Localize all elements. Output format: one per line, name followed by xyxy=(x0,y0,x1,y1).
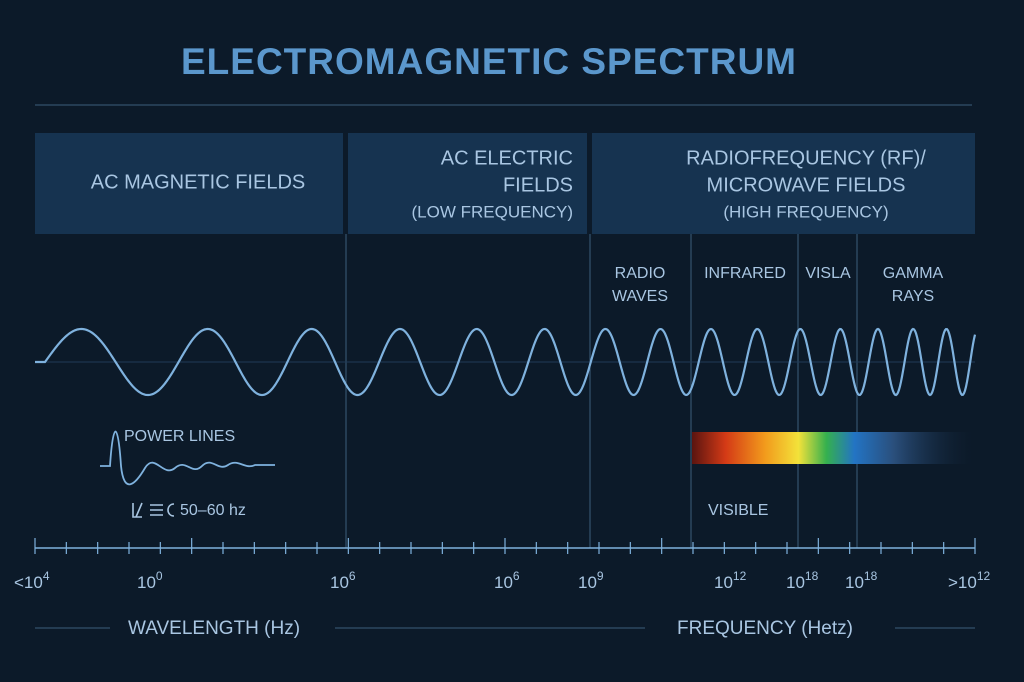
section-title: AC MAGNETIC FIELDS xyxy=(91,171,305,193)
axis-tick-label: 1018 xyxy=(845,569,878,592)
axis-tick-label: 106 xyxy=(330,569,356,592)
icon-stroke xyxy=(150,503,175,517)
axis-tick-label: 106 xyxy=(494,569,520,592)
band-label: VISLA xyxy=(805,265,851,282)
section-box xyxy=(35,133,343,234)
section-title: AC ELECTRIC xyxy=(441,147,573,169)
tick-exp: 0 xyxy=(156,569,163,583)
tick-exp: 12 xyxy=(977,569,991,583)
tick-exp: 18 xyxy=(805,569,819,583)
tick-exp: 12 xyxy=(733,569,747,583)
tick-base: 10 xyxy=(137,573,156,592)
tick-exp: 4 xyxy=(43,569,50,583)
icon-stroke xyxy=(132,502,143,518)
section-title: RADIOFREQUENCY (RF)/ xyxy=(686,147,926,169)
em-wave xyxy=(35,327,977,397)
visible-spectrum xyxy=(692,432,972,464)
tick-exp: 6 xyxy=(349,569,356,583)
band-label: RADIO xyxy=(615,265,666,282)
tick-base: <10 xyxy=(14,573,43,592)
tick-base: >10 xyxy=(948,573,977,592)
axis-tick-label: 109 xyxy=(578,569,604,592)
tick-base: 10 xyxy=(714,573,733,592)
tick-base: 10 xyxy=(845,573,864,592)
band-label: GAMMA xyxy=(883,265,944,282)
tick-base: 10 xyxy=(494,573,513,592)
tick-base: 10 xyxy=(578,573,597,592)
tick-exp: 18 xyxy=(864,569,878,583)
power-wave xyxy=(100,430,275,486)
axis-tick-label: 100 xyxy=(137,569,163,592)
axis-ticks xyxy=(34,538,976,554)
section-title: FIELDS xyxy=(503,174,573,196)
power-lines-label: POWER LINES xyxy=(124,428,235,445)
band-label: INFRARED xyxy=(704,265,786,282)
title: ELECTROMAGNETIC SPECTRUM xyxy=(181,41,797,82)
power-icon xyxy=(132,502,175,518)
section-box xyxy=(348,133,587,234)
section-title: MICROWAVE FIELDS xyxy=(707,174,906,196)
tick-exp: 9 xyxy=(597,569,604,583)
power-frequency: 50–60 hz xyxy=(180,502,246,519)
frequency-label: FREQUENCY (Hetz) xyxy=(677,618,853,639)
tick-base: 10 xyxy=(786,573,805,592)
axis-tick-label: 1018 xyxy=(786,569,819,592)
section-box xyxy=(592,133,975,234)
band-label: RAYS xyxy=(892,288,934,305)
axis-tick-label: 1012 xyxy=(714,569,747,592)
band-label: WAVES xyxy=(612,288,668,305)
visible-label: VISIBLE xyxy=(708,502,768,519)
section-note: (HIGH FREQUENCY) xyxy=(723,202,888,221)
section-note: (LOW FREQUENCY) xyxy=(412,202,574,221)
wavelength-label: WAVELENGTH (Hz) xyxy=(128,618,300,639)
tick-base: 10 xyxy=(330,573,349,592)
axis-tick-label: <104 xyxy=(14,569,50,592)
axis-tick-label: >1012 xyxy=(948,569,991,592)
tick-exp: 6 xyxy=(513,569,520,583)
